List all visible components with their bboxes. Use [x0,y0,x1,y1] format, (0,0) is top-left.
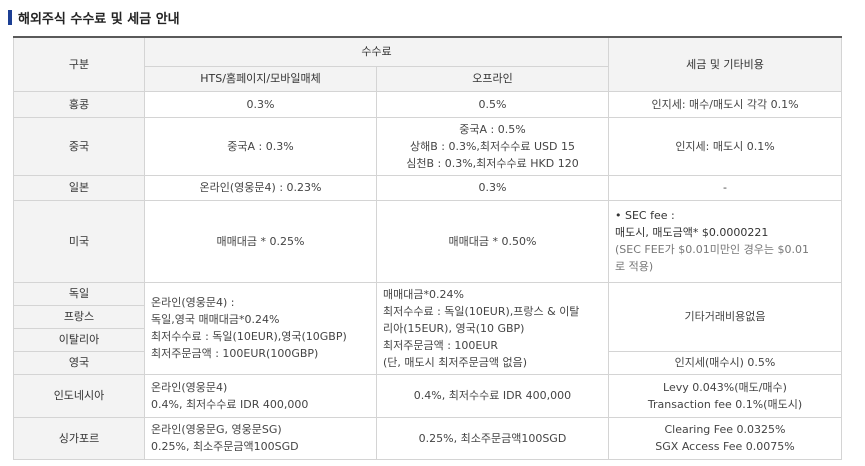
region-id: 인도네시아 [13,373,145,418]
sg-online-line: 온라인(영웅문G, 영웅문SG) [151,423,282,436]
eu-online-line: 독일,영국 매매대금*0.24% [151,313,280,326]
region-uk: 영국 [13,350,145,375]
sg-tax-line: SGX Access Fee 0.0075% [655,440,795,453]
table-row-cn: 중국 중국A : 0.3% 중국A : 0.5% 상해B : 0.3%,최저수수… [13,116,842,176]
eu-online-fee: 온라인(영웅문4) : 독일,영국 매매대금*0.24% 최저수수료 : 독일(… [144,281,377,375]
hk-offline-fee: 0.5% [376,90,609,118]
cn-tax: 인지세: 매도시 0.1% [608,116,842,176]
sg-offline-fee: 0.25%, 최소주문금액100SGD [376,416,609,460]
table-row-it: 이탈리아 [13,327,842,352]
cn-offline-fee: 중국A : 0.5% 상해B : 0.3%,최저수수료 USD 15 심천B :… [376,116,609,176]
us-tax-line: 매도시, 매도금액* $0.0000221 [615,226,769,239]
table-row-hk: 홍콩 0.3% 0.5% 인지세: 매수/매도시 각각 0.1% [13,90,842,118]
eu-offline-fee: 매매대금*0.24% 최저수수료 : 독일(10EUR),프랑스 & 이탈 리아… [376,281,609,375]
eu-tax-other: 기타거래비용없음 [608,281,842,352]
eu-offline-line: 최저수수료 : 독일(10EUR),프랑스 & 이탈 [383,304,580,318]
eu-offline-line: 리아(15EUR), 영국(10 GBP) [383,321,525,335]
uk-tax: 인지세(매수시) 0.5% [608,350,842,375]
header-fees: 수수료 [144,36,609,67]
header-row-1: 구분 수수료 세금 및 기타비용 [13,36,842,92]
hk-tax: 인지세: 매수/매도시 각각 0.1% [608,90,842,118]
page-title-text: 해외주식 수수료 및 세금 안내 [18,11,180,27]
us-tax-note: 로 적용) [615,260,654,273]
region-cn: 중국 [13,116,145,176]
page-title: 해외주식 수수료 및 세금 안내 [8,8,180,27]
region-jp: 일본 [13,174,145,201]
region-it: 이탈리아 [13,327,145,352]
table-row-de: 독일 온라인(영웅문4) : 독일,영국 매매대금*0.24% 최저수수료 : … [13,281,842,375]
region-us: 미국 [13,199,145,283]
cn-online-fee: 중국A : 0.3% [144,116,377,176]
table-row-sg: 싱가포르 온라인(영웅문G, 영웅문SG) 0.25%, 최소주문금액100SG… [13,416,842,460]
header-online: HTS/홈페이지/모바일매체 [144,65,377,92]
id-offline-fee: 0.4%, 최저수수료 IDR 400,000 [376,373,609,418]
id-tax: Levy 0.043%(매도/매수) Transaction fee 0.1%(… [608,373,842,418]
cn-offline-line: 중국A : 0.5% [459,122,526,136]
eu-offline-line: (단, 매도시 최저주문금액 없음) [383,355,528,369]
sg-online-line: 0.25%, 최소주문금액100SGD [151,440,299,453]
jp-offline-fee: 0.3% [376,174,609,201]
id-tax-line: Levy 0.043%(매도/매수) [663,380,787,394]
fee-table: 구분 수수료 세금 및 기타비용 HTS/홈페이지/모바일매체 오프라인 홍콩 … [13,36,842,460]
id-online-line: 0.4%, 최저수수료 IDR 400,000 [151,397,309,411]
region-sg: 싱가포르 [13,416,145,460]
eu-online-line: 온라인(영웅문4) : [151,296,235,309]
id-online-line: 온라인(영웅문4) [151,380,228,394]
eu-online-line: 최저수수료 : 독일(10EUR),영국(10GBP) [151,330,347,343]
sg-tax-line: Clearing Fee 0.0325% [664,423,786,436]
table-row-us: 미국 매매대금 * 0.25% 매매대금 * 0.50% • SEC fee :… [13,199,842,283]
id-online-fee: 온라인(영웅문4) 0.4%, 최저수수료 IDR 400,000 [144,373,377,418]
cn-offline-line: 상해B : 0.3%,최저수수료 USD 15 [409,139,576,153]
title-bar-marker [8,9,12,25]
us-offline-fee: 매매대금 * 0.50% [376,199,609,283]
table-row-id: 인도네시아 온라인(영웅문4) 0.4%, 최저수수료 IDR 400,000 … [13,373,842,418]
header-tax: 세금 및 기타비용 [608,36,842,92]
us-tax: • SEC fee : 매도시, 매도금액* $0.0000221 (SEC F… [608,199,842,283]
us-online-fee: 매매대금 * 0.25% [144,199,377,283]
id-tax-line: Transaction fee 0.1%(매도시) [647,397,803,411]
header-category: 구분 [13,36,145,92]
table-row-fr: 프랑스 [13,304,842,329]
table-row-jp: 일본 온라인(영웅문4) : 0.23% 0.3% - [13,174,842,201]
us-tax-line: • SEC fee : [615,209,675,222]
table-row-uk: 영국 인지세(매수시) 0.5% [13,350,842,375]
region-de: 독일 [13,281,145,306]
eu-online-line: 최저주문금액 : 100EUR(100GBP) [151,347,319,360]
jp-online-fee: 온라인(영웅문4) : 0.23% [144,174,377,201]
header-offline: 오프라인 [376,65,609,92]
region-hk: 홍콩 [13,90,145,118]
region-fr: 프랑스 [13,304,145,329]
hk-online-fee: 0.3% [144,90,377,118]
header-row-2: HTS/홈페이지/모바일매체 오프라인 [14,65,842,92]
sg-online-fee: 온라인(영웅문G, 영웅문SG) 0.25%, 최소주문금액100SGD [144,416,377,460]
cn-offline-line: 심천B : 0.3%,최저수수료 HKD 120 [406,156,579,170]
us-tax-note: (SEC FEE가 $0.01미만인 경우는 $0.01 [615,243,809,256]
sg-tax: Clearing Fee 0.0325% SGX Access Fee 0.00… [608,416,842,460]
eu-offline-line: 최저주문금액 : 100EUR [383,338,499,352]
eu-offline-line: 매매대금*0.24% [383,287,464,301]
jp-tax: - [608,174,842,201]
